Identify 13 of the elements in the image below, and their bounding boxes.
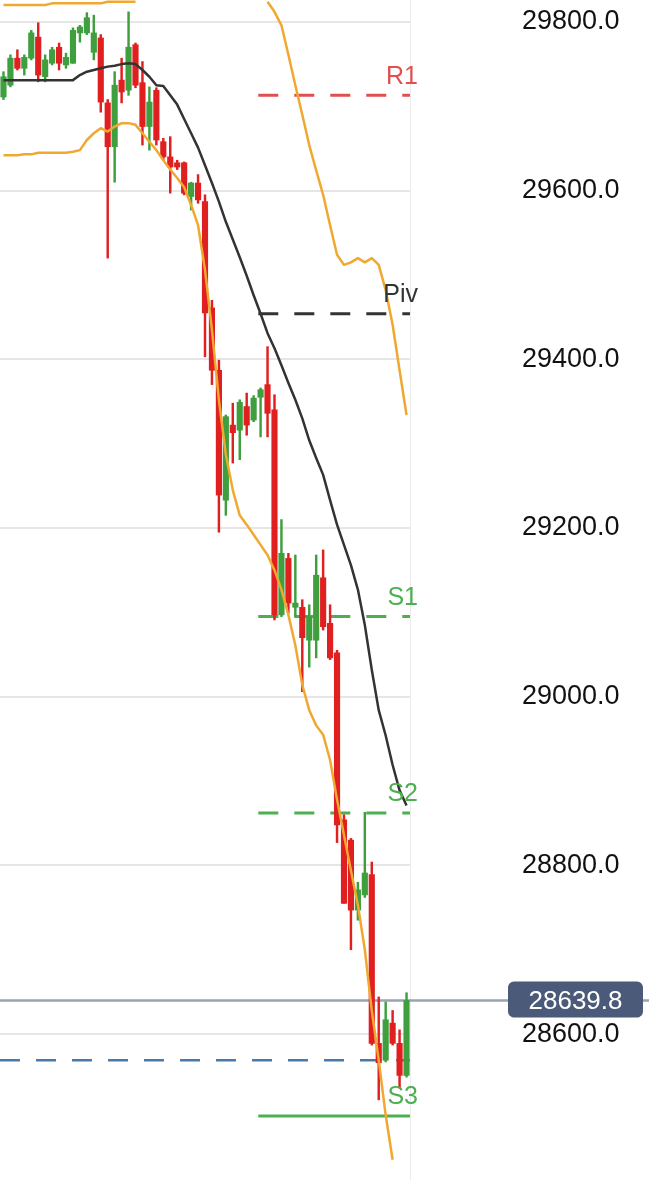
ref-line-label: S1 [387,581,418,610]
y-tick-label: 29800.0 [522,5,620,36]
y-tick-label: 28800.0 [522,848,620,879]
y-tick-label: 29200.0 [522,511,620,542]
ref-line-label: 28639.8 [528,984,623,1015]
y-tick-label: 29000.0 [522,680,620,711]
y-tick-label: 29600.0 [522,174,620,205]
ref-line-label: R1 [386,60,418,89]
candlestick [292,554,299,617]
ref-line-label: S3 [387,1081,418,1110]
y-tick-label: 29400.0 [522,342,620,373]
candlestick [257,387,264,438]
y-tick-label: 28600.0 [522,1017,620,1048]
